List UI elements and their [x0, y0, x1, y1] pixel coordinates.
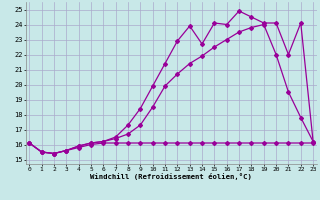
X-axis label: Windchill (Refroidissement éolien,°C): Windchill (Refroidissement éolien,°C) — [90, 173, 252, 180]
